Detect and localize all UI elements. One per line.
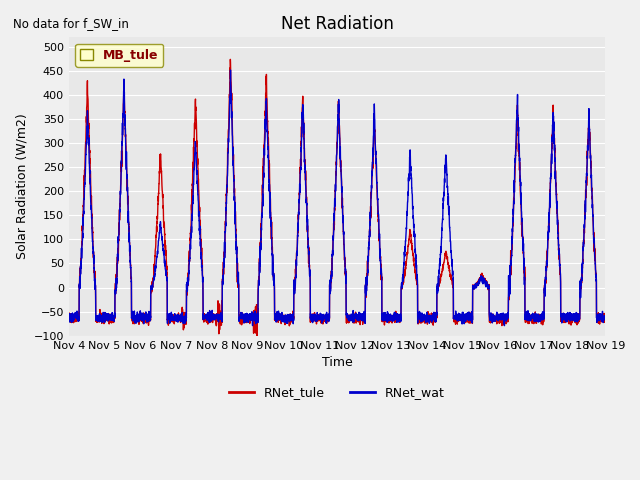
RNet_tule — [550, 135, 558, 141]
RNet_wat — [500, 323, 508, 328]
RNet_wat — [602, 314, 609, 320]
Legend: RNet_tule, RNet_wat: RNet_tule, RNet_wat — [224, 381, 450, 404]
Text: No data for f_SW_in: No data for f_SW_in — [13, 17, 129, 30]
X-axis label: Time: Time — [322, 356, 353, 369]
RNet_tule — [390, 312, 397, 318]
Y-axis label: Solar Radiation (W/m2): Solar Radiation (W/m2) — [15, 114, 28, 259]
RNet_wat — [550, 148, 558, 154]
RNet_wat — [180, 313, 188, 319]
RNet_wat — [227, 67, 234, 73]
RNet_tule — [180, 312, 188, 318]
RNet_tule — [602, 316, 609, 322]
RNet_tule — [215, 323, 223, 328]
RNet_wat — [65, 312, 72, 317]
RNet_wat — [399, 274, 406, 280]
RNet_tule — [601, 315, 609, 321]
RNet_tule — [253, 339, 260, 345]
Line: RNet_tule: RNet_tule — [68, 60, 605, 342]
RNet_tule — [65, 316, 72, 322]
Line: RNet_wat: RNet_wat — [68, 70, 605, 325]
RNet_tule — [227, 57, 234, 62]
RNet_wat — [601, 314, 609, 320]
RNet_tule — [399, 282, 406, 288]
RNet_wat — [389, 313, 397, 319]
Title: Net Radiation: Net Radiation — [280, 15, 394, 33]
RNet_wat — [215, 319, 223, 325]
